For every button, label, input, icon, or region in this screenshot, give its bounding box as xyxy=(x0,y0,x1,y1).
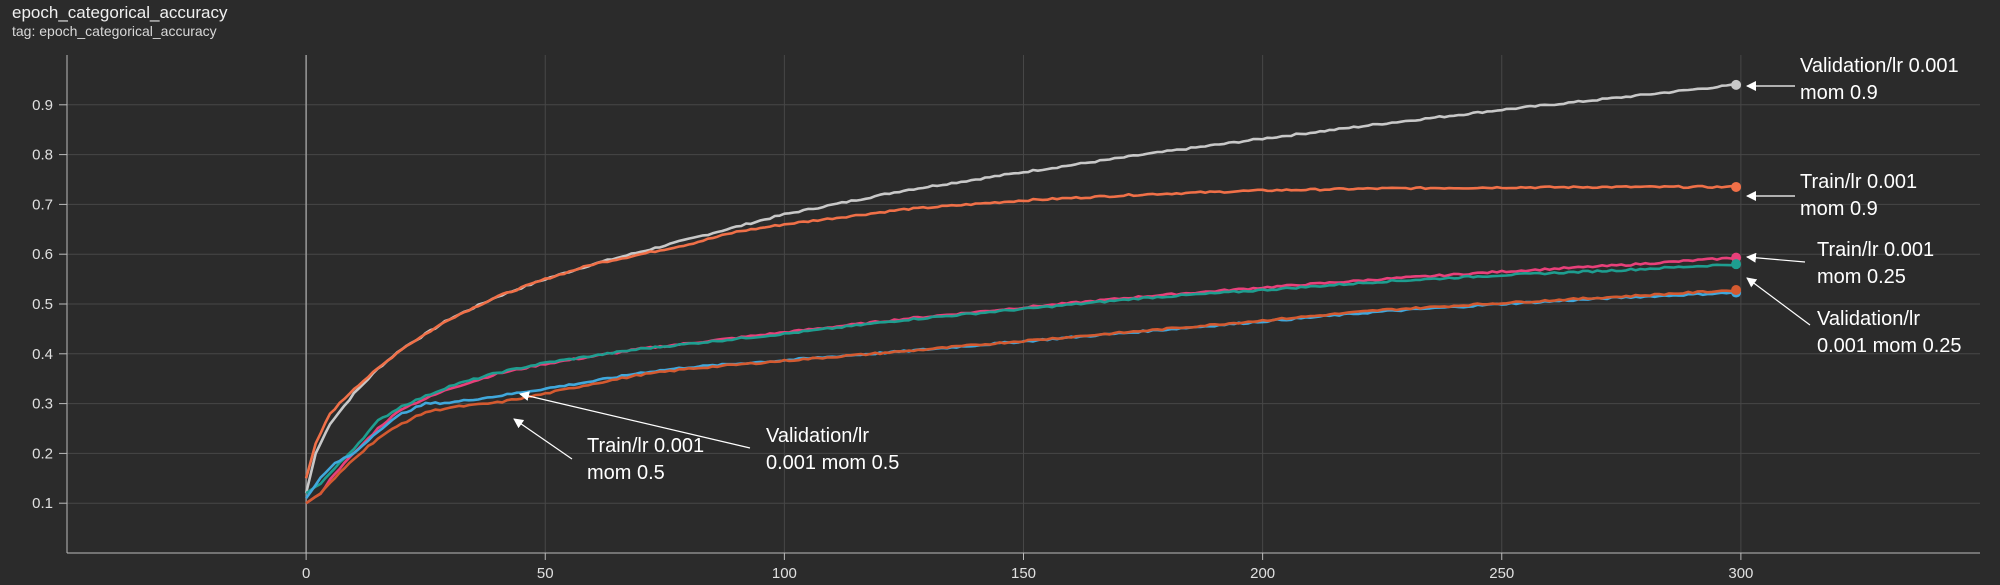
annotation-arrow-2 xyxy=(1746,252,1806,263)
annotation-arrow-4 xyxy=(513,418,573,460)
annotation-arrow-3 xyxy=(1746,277,1811,326)
y-tick-label: 0.2 xyxy=(32,445,53,462)
y-tick-label: 0.5 xyxy=(32,296,53,313)
annotation-text-2: mom 0.25 xyxy=(1817,266,1906,288)
annotation-text-5: Validation/lr xyxy=(766,425,869,447)
annotation-text-3: Validation/lr xyxy=(1817,308,1920,330)
annotation-text-4: mom 0.5 xyxy=(587,462,665,484)
y-tick-label: 0.4 xyxy=(32,346,53,363)
series-endpoint-5 xyxy=(1731,285,1742,296)
x-tick-label: 150 xyxy=(1011,565,1036,582)
y-tick-label: 0.6 xyxy=(32,246,53,263)
y-tick-label: 0.1 xyxy=(32,495,53,512)
x-tick-label: 50 xyxy=(537,565,554,582)
annotation-text-3: 0.001 mom 0.25 xyxy=(1817,335,1962,357)
series-line-5 xyxy=(305,288,1737,505)
y-tick-label: 0.9 xyxy=(32,97,53,114)
annotation-arrow-5 xyxy=(519,391,751,449)
y-tick-label: 0.8 xyxy=(32,147,53,164)
x-tick-label: 100 xyxy=(772,565,797,582)
annotation-text-0: Validation/lr 0.001 xyxy=(1800,55,1959,77)
y-tick-label: 0.3 xyxy=(32,396,53,413)
x-tick-label: 300 xyxy=(1728,565,1753,582)
annotation-text-4: Train/lr 0.001 xyxy=(587,435,704,457)
annotation-text-1: Train/lr 0.001 xyxy=(1800,171,1917,193)
annotation-text-0: mom 0.9 xyxy=(1800,82,1878,104)
annotation-text-2: Train/lr 0.001 xyxy=(1817,239,1934,261)
annotation-text-5: 0.001 mom 0.5 xyxy=(766,452,899,474)
axes: 0.1 0.2 0.3 0.4 0.5 0.6 0.7 0.8 0.9 0 50 100 150 200 2… xyxy=(32,55,1980,582)
series-line-2 xyxy=(305,256,1737,505)
grid-lines xyxy=(67,55,1980,553)
chart-title: epoch_categorical_accuracy xyxy=(12,3,228,22)
series-endpoint-0 xyxy=(1731,79,1742,90)
series-line-4 xyxy=(305,291,1737,499)
x-tick-label: 250 xyxy=(1489,565,1514,582)
series-line-1 xyxy=(304,184,1737,479)
y-tick-label: 0.7 xyxy=(32,196,53,213)
chart-header: epoch_categorical_accuracy tag: epoch_ca… xyxy=(12,3,227,39)
x-tick-label: 200 xyxy=(1250,565,1275,582)
annotations: Validation/lr 0.001 mom 0.9 Train/lr 0.001… xyxy=(513,55,1962,484)
x-tick-label: 0 xyxy=(302,565,310,582)
annotation-text-1: mom 0.9 xyxy=(1800,198,1878,220)
series-line-3 xyxy=(305,262,1737,495)
series-lines xyxy=(304,79,1742,505)
chart-subtitle: tag: epoch_categorical_accuracy xyxy=(12,22,217,39)
series-endpoint-3 xyxy=(1731,259,1742,270)
series-endpoint-1 xyxy=(1731,181,1742,192)
